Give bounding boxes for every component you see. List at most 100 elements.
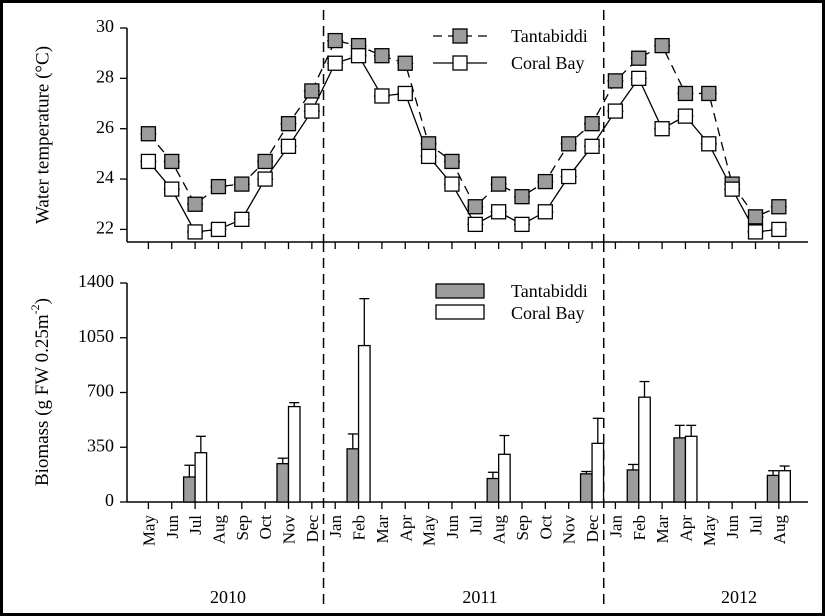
month-label: May <box>420 515 439 547</box>
tantabiddi-temp-point <box>654 37 670 54</box>
month-label: Apr <box>396 515 415 542</box>
coralbay-temp-point <box>234 211 250 227</box>
month-label: Oct <box>536 515 555 540</box>
tantabiddi-biomass-bar <box>346 448 360 503</box>
tantabiddi-temp-point <box>747 209 764 225</box>
month-label: Jul <box>186 515 205 535</box>
tantabiddi-temp-point <box>234 176 250 192</box>
bio-x-ticks <box>147 502 780 509</box>
legend-bar-coralbay-swatch <box>435 304 485 320</box>
coralbay-temp-point <box>280 138 297 154</box>
tantabiddi-temp-point <box>374 48 390 64</box>
coralbay-biomass-bar <box>194 452 208 503</box>
bio-y-tick-label: 1400 <box>78 271 114 291</box>
month-label: Nov <box>280 515 299 545</box>
temp-y-tick-label: 22 <box>96 218 114 238</box>
coralbay-biomass-bar <box>357 344 371 503</box>
coralbay-biomass-bar <box>638 396 651 503</box>
temp-y-ticks: 22 24 26 28 30 <box>96 16 127 238</box>
month-label: May <box>700 515 719 547</box>
coralbay-temp-line <box>147 54 779 233</box>
coralbay-temp-point <box>514 216 530 233</box>
coralbay-temp-point <box>724 181 740 197</box>
month-label: Jul <box>747 515 766 535</box>
tantabiddi-temp-point <box>210 178 227 195</box>
month-label: Aug <box>770 515 789 545</box>
coralbay-biomass-bar <box>591 442 605 503</box>
tantabiddi-temp-point <box>677 85 694 102</box>
tantabiddi-temp-point <box>537 173 553 190</box>
tantabiddi-temp-point <box>561 136 577 152</box>
tantabiddi-temp-line <box>147 39 780 218</box>
legend-coralbay-marker <box>452 55 468 71</box>
month-label: Jun <box>163 515 182 539</box>
month-label: Sep <box>233 515 252 541</box>
legend-bar-tantabiddi-swatch <box>435 283 485 299</box>
bio-y-axis-title-main: Biomass (g FW 0.25m <box>32 314 53 486</box>
month-label: Jun <box>443 515 462 539</box>
coralbay-temp-point <box>467 216 483 233</box>
tantabiddi-biomass-bar <box>276 463 290 503</box>
temp-y-tick-label: 26 <box>96 117 114 137</box>
bio-y-ticks: 0 350 700 1050 1400 <box>78 271 127 510</box>
coralbay-temp-point <box>374 88 390 104</box>
bio-y-tick-label: 350 <box>87 435 114 455</box>
coralbay-temp-point <box>607 103 624 119</box>
tantabiddi-temp-point <box>140 126 157 142</box>
coralbay-temp-point <box>584 138 600 154</box>
tantabiddi-temp-point <box>397 55 413 71</box>
coralbay-temp-point <box>490 204 507 220</box>
coralbay-biomass-bar <box>778 470 791 503</box>
tantabiddi-temp-point <box>444 153 460 170</box>
temp-y-tick-label: 30 <box>96 16 114 36</box>
month-label: Feb <box>350 515 369 541</box>
year-labels: 2010 2011 2012 <box>210 587 757 607</box>
legend-bar-tantabiddi-label: Tantabiddi <box>511 281 588 301</box>
temp-legend: Tantabiddi Coral Bay <box>433 26 588 73</box>
biomass-panel: 0 350 700 1050 1400 Biomass (g FW 0.25m-2) T… <box>28 242 808 607</box>
tantabiddi-temp-point <box>514 189 530 205</box>
bio-y-axis-title-end: ) <box>32 298 53 304</box>
coralbay-temp-point <box>654 121 670 137</box>
coralbay-temp-point <box>561 168 577 185</box>
month-label: Jan <box>326 515 345 538</box>
tantabiddi-temp-point <box>164 153 180 170</box>
temp-year-break-lines <box>322 10 605 242</box>
year-label: 2010 <box>210 587 246 607</box>
bio-y-tick-label: 0 <box>105 490 114 510</box>
legend-tantabiddi-label: Tantabiddi <box>511 26 588 46</box>
tantabiddi-temp-point <box>584 116 600 132</box>
temp-series-layer <box>140 32 787 240</box>
coralbay-temp-point <box>631 70 647 87</box>
tantabiddi-temp-point <box>607 73 624 89</box>
tantabiddi-temp-point <box>701 85 717 102</box>
month-label: Jan <box>606 515 625 538</box>
coralbay-temp-point <box>140 153 157 170</box>
tantabiddi-temp-point <box>257 153 273 170</box>
legend-bar-coralbay-label: Coral Bay <box>511 303 585 323</box>
tantabiddi-temp-point <box>631 50 647 66</box>
tantabiddi-biomass-bar <box>486 477 500 503</box>
tantabiddi-temp-point <box>327 32 343 49</box>
coralbay-temp-point <box>747 224 764 240</box>
month-label: Apr <box>676 515 695 542</box>
coralbay-temp-point <box>210 221 227 238</box>
tantabiddi-temp-point <box>280 116 297 132</box>
coralbay-temp-point <box>350 48 367 64</box>
tantabiddi-biomass-bar <box>766 474 780 503</box>
coralbay-temp-point <box>771 221 787 238</box>
bio-year-break-lines <box>322 242 605 604</box>
month-labels: May Jun Jul Aug Sep Oct Nov Dec Jan Feb Mar Apr May J… <box>139 515 788 547</box>
coralbay-temp-point <box>164 181 180 197</box>
tantabiddi-temp-point <box>490 176 507 192</box>
tantabiddi-biomass-bar <box>579 473 593 503</box>
coralbay-temp-point <box>420 148 437 165</box>
tantabiddi-temp-point <box>467 199 483 215</box>
coralbay-temp-point <box>327 55 343 71</box>
coralbay-temp-point <box>701 136 717 152</box>
bio-y-axis-title-sup: -2 <box>28 304 42 314</box>
tantabiddi-biomass-bar <box>626 469 640 503</box>
temp-y-axis-title: Water temperature (°C) <box>32 46 53 224</box>
